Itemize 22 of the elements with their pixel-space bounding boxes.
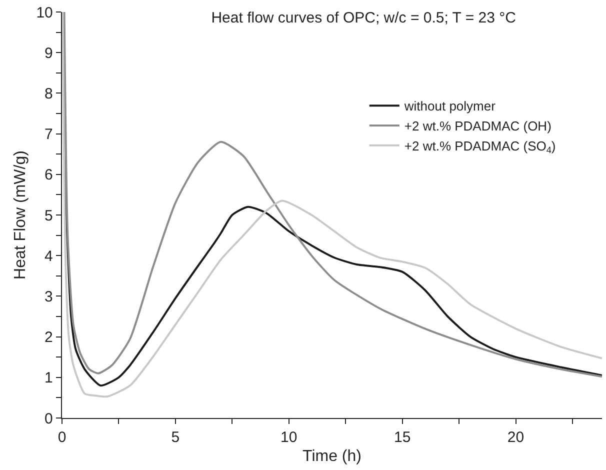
y-tick-label: 2 [44,329,53,346]
legend-label: +2 wt.% PDADMAC (OH) [404,118,552,134]
x-tick-label: 15 [394,429,411,446]
x-tick-label: 0 [58,429,66,446]
y-tick-label: 10 [36,4,53,22]
y-tick-label: 6 [44,166,53,184]
x-axis-title: Time (h) [302,448,362,465]
y-tick-label: 3 [44,288,53,306]
y-tick-label: 5 [44,207,53,224]
legend-label: without polymer [403,98,496,114]
x-tick-label: 20 [507,429,524,446]
legend-label: +2 wt.% PDADMAC (SO$_{4}$) [404,138,556,156]
y-axis-title: Heat Flow (mW/g) [12,150,30,280]
x-tick-label: 10 [280,429,298,446]
y-tick-label: 1 [44,370,53,387]
y-tick-label: 7 [44,126,53,144]
y-tick-label: 0 [44,410,53,428]
y-tick-label: 9 [44,44,53,62]
chart-title: Heat flow curves of OPC; w/c = 0.5; T = 23 °C [211,9,516,26]
y-tick-label: 4 [44,248,53,265]
x-tick-label: 5 [171,429,180,446]
y-tick-label: 8 [44,85,53,102]
